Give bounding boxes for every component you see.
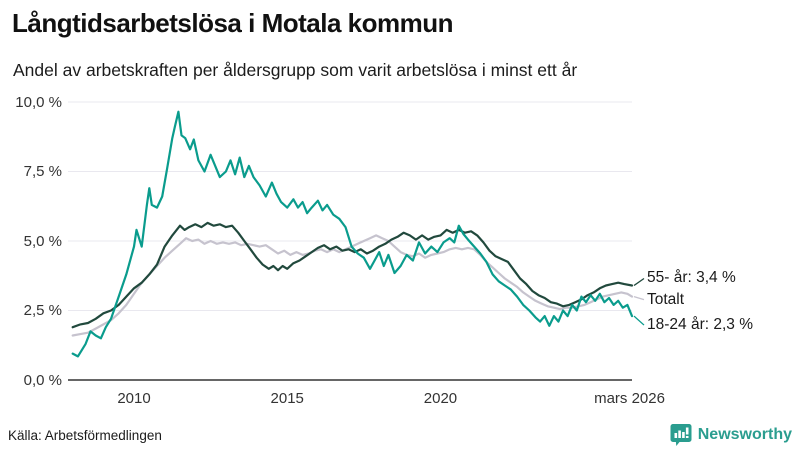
series-end-label: 55- år: 3,4 % (647, 269, 736, 287)
x-tick-label: 2020 (423, 390, 458, 407)
x-tick-label: 2015 (270, 390, 304, 407)
series-line-Totalt (71, 234, 634, 337)
newsworthy-wordmark: Newsworthy (697, 426, 792, 443)
series-line-18-24-r (71, 110, 634, 358)
label-connector (633, 315, 645, 326)
series-end-label: 18-24 år: 2,3 % (647, 316, 753, 334)
y-tick-label: 2,5 % (23, 302, 62, 319)
y-tick-label: 0,0 % (23, 371, 62, 389)
y-tick-label: 5,0 % (23, 232, 62, 250)
series-line-55-r (71, 221, 634, 329)
series-end-label: Totalt (647, 290, 685, 308)
y-tick-label: 10,0 % (15, 93, 62, 111)
newsworthy-logo-icon (670, 423, 692, 447)
label-connector (633, 277, 645, 287)
x-tick-label: 2010 (117, 390, 151, 407)
label-connector (633, 295, 645, 301)
x-tick-label: mars 2026 (594, 390, 665, 407)
source-credit: Källa: Arbetsförmedlingen (8, 428, 162, 443)
page-title: Långtidsarbetslösa i Motala kommun (12, 8, 453, 38)
newsworthy-brand: Newsworthy (670, 423, 792, 447)
y-tick-label: 7,5 % (23, 163, 62, 180)
chart-subtitle: Andel av arbetskraften per åldersgrupp s… (13, 60, 578, 80)
